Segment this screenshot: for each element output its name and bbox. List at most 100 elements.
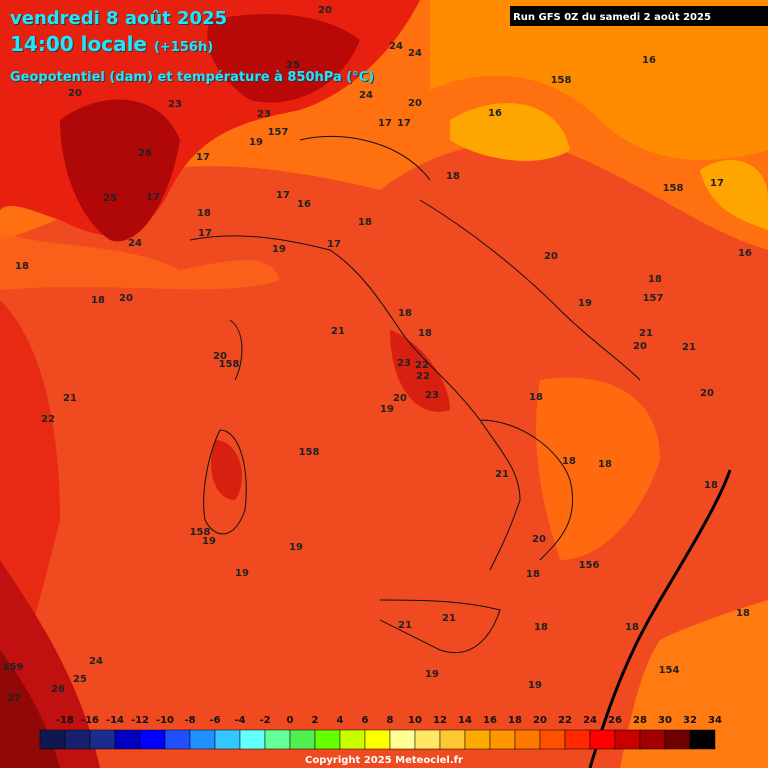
contour-label: 20: [700, 388, 714, 399]
legend-tick-label: 2: [312, 715, 319, 726]
contour-label: 154: [659, 665, 680, 676]
contour-label: 18: [15, 261, 29, 272]
contour-label: 19: [249, 137, 263, 148]
contour-label: 18: [625, 622, 639, 633]
contour-label: 18: [704, 480, 718, 491]
legend-tick-label: 26: [608, 715, 622, 726]
legend-tick-label: -6: [209, 715, 220, 726]
legend-tick-label: 12: [433, 715, 447, 726]
legend-tick-label: -12: [131, 715, 149, 726]
legend-swatch: [364, 729, 391, 750]
legend-tick-label: 14: [458, 715, 472, 726]
contour-label: 22: [416, 371, 430, 382]
legend-tick-label: -8: [184, 715, 195, 726]
legend-swatch: [539, 729, 566, 750]
legend-swatch: [389, 729, 416, 750]
legend-swatch: [114, 729, 141, 750]
contour-label: 19: [528, 680, 542, 691]
contour-label: 18: [534, 622, 548, 633]
contour-label: 19: [202, 536, 216, 547]
contour-label: 22: [415, 360, 429, 371]
contour-label: 27: [7, 693, 21, 704]
legend-swatch: [639, 729, 666, 750]
run-box: [510, 6, 768, 26]
contour-label: 159: [3, 662, 24, 673]
contour-label: 25: [103, 193, 117, 204]
legend-tick-label: 32: [683, 715, 697, 726]
contour-label: 21: [63, 393, 77, 404]
contour-labels: 20 24 24 20 23 25 23 157 24 20 17 17 16 158 16 26 17 19 25…: [3, 5, 752, 704]
legend-swatch: [189, 729, 216, 750]
variable: Geopotentiel (dam) et température à 850h…: [10, 70, 375, 85]
contour-label: 19: [289, 542, 303, 553]
legend-tick-label: -18: [56, 715, 74, 726]
legend-swatch: [339, 729, 366, 750]
legend-swatch: [264, 729, 291, 750]
contour-label: 18: [598, 459, 612, 470]
contour-label: 20: [544, 251, 558, 262]
contour-label: 23: [425, 390, 439, 401]
contour-label: 18: [418, 328, 432, 339]
contour-label: 22: [41, 414, 55, 425]
legend-tick-label: 6: [362, 715, 369, 726]
legend-tick-label: 4: [337, 715, 344, 726]
contour-label: 21: [682, 342, 696, 353]
contour-label: 18: [529, 392, 543, 403]
legend-swatch: [614, 729, 641, 750]
time-text: 14:00 locale: [10, 32, 147, 56]
contour-label: 158: [551, 75, 572, 86]
contour-label: 21: [398, 620, 412, 631]
legend-swatch: [214, 729, 241, 750]
contour-label: 18: [736, 608, 750, 619]
contour-label: 20: [532, 534, 546, 545]
contour-label: 16: [297, 199, 311, 210]
contour-label: 18: [398, 308, 412, 319]
contour-label: 17: [196, 152, 210, 163]
contour-label: 19: [272, 244, 286, 255]
legend-swatch: [414, 729, 441, 750]
contour-label: 21: [495, 469, 509, 480]
legend-swatch: [89, 729, 116, 750]
contour-label: 25: [286, 60, 300, 71]
contour-label: 26: [138, 148, 152, 159]
contour-label: 16: [738, 248, 752, 259]
contour-label: 26: [51, 684, 65, 695]
contour-label: 21: [331, 326, 345, 337]
legend-tick-label: -4: [234, 715, 245, 726]
contour-label: 21: [442, 613, 456, 624]
legend-tick-label: 16: [483, 715, 497, 726]
contour-label: 17: [276, 190, 290, 201]
legend-swatch: [589, 729, 616, 750]
contour-label: 157: [268, 127, 289, 138]
contour-label: 17: [327, 239, 341, 250]
run-info: Run GFS 0Z du samedi 2 août 2025: [513, 11, 711, 23]
legend-tick-label: 34: [708, 715, 722, 726]
contour-label: 19: [578, 298, 592, 309]
contour-label: 158: [299, 447, 320, 458]
contour-label: 158: [190, 527, 211, 538]
contour-label: 17: [146, 192, 160, 203]
contour-label: 20: [633, 341, 647, 352]
coastlines: [189, 135, 641, 654]
contour-label: 17: [198, 228, 212, 239]
legend-swatch: [489, 729, 516, 750]
legend-swatch: [64, 729, 91, 750]
legend-tick-label: 18: [508, 715, 522, 726]
legend-swatch: [564, 729, 591, 750]
legend-tick-label: 20: [533, 715, 547, 726]
legend-tick-label: -2: [259, 715, 270, 726]
contour-label: 18: [197, 208, 211, 219]
contour-label: 18: [446, 171, 460, 182]
color-legend: -18 -16 -14 -12 -10 -8 -6 -4 -2 0 2 4 6 8 10 12 14 16 18 20…: [39, 715, 722, 750]
legend-swatch: [164, 729, 191, 750]
contour-label: 16: [642, 55, 656, 66]
contour-label: 18: [91, 295, 105, 306]
legend-swatch: [289, 729, 316, 750]
contour-label: 20: [408, 98, 422, 109]
legend-swatch: [464, 729, 491, 750]
legend-tick-label: 22: [558, 715, 572, 726]
contour-label: 20: [318, 5, 332, 16]
